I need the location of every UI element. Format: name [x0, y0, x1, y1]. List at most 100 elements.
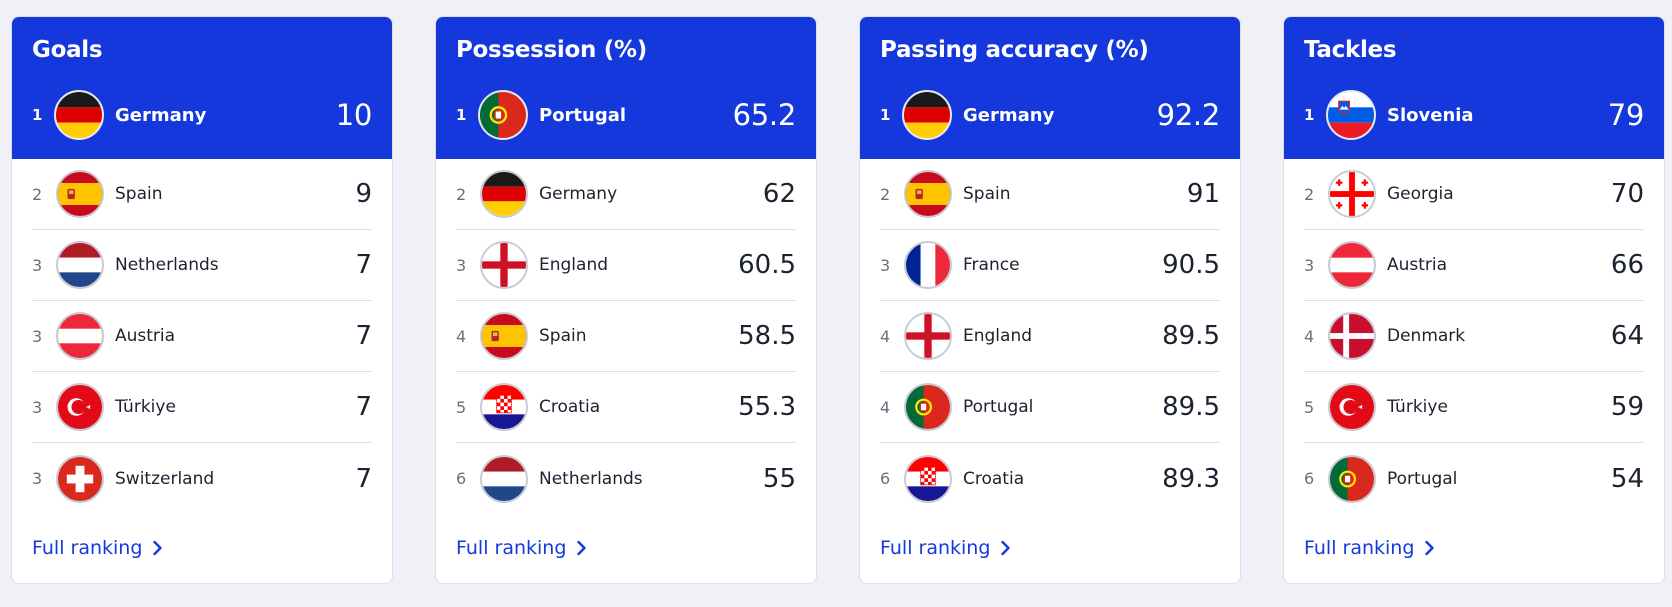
ranking-row[interactable]: 4 Spain 58.5 — [456, 301, 796, 372]
leader-row[interactable]: 1 Germany 92.2 — [880, 89, 1220, 141]
full-ranking-link[interactable]: Full ranking — [880, 537, 1011, 559]
ranking-row[interactable]: 6 Croatia 89.3 — [880, 443, 1220, 514]
stat-card: Goals 1 Germany 10 2 Spain 9 3 Netherlands 7 3 Aust… — [11, 16, 393, 584]
ranking-row[interactable]: 3 Türkiye 7 — [32, 372, 372, 443]
team-name: Germany — [963, 104, 1055, 126]
denmark-flag-icon — [1328, 312, 1376, 360]
stat-value: 10 — [335, 98, 373, 132]
full-ranking-link[interactable]: Full ranking — [456, 537, 587, 559]
chevron-right-icon — [153, 540, 163, 556]
ranking-row[interactable]: 3 Switzerland 7 — [32, 443, 372, 514]
rank-number: 2 — [880, 184, 891, 204]
georgia-flag-icon — [1328, 170, 1376, 218]
rank-number: 2 — [456, 184, 467, 204]
croatia-flag-icon — [480, 383, 528, 431]
stat-value: 58.5 — [738, 321, 796, 351]
chevron-right-icon — [1001, 540, 1011, 556]
germany-flag-icon — [480, 170, 528, 218]
team-name: Netherlands — [539, 468, 643, 489]
ranking-row[interactable]: 3 Austria 66 — [1304, 230, 1644, 301]
team-name: Austria — [1387, 255, 1448, 275]
card-header: Passing accuracy (%) 1 Germany 92.2 — [860, 17, 1240, 159]
ranking-list: 2 Georgia 70 3 Austria 66 4 Denmark 64 5 Türkiye 59… — [1284, 159, 1664, 514]
portugal-flag-icon — [1328, 454, 1376, 503]
rank-number: 1 — [32, 106, 43, 124]
full-ranking-link[interactable]: Full ranking — [32, 537, 163, 559]
stat-value: 55.3 — [738, 392, 796, 422]
stat-value: 89.3 — [1162, 463, 1220, 494]
ranking-row[interactable]: 3 Austria 7 — [32, 301, 372, 372]
ranking-row[interactable]: 4 England 89.5 — [880, 301, 1220, 372]
card-title: Tackles — [1304, 37, 1397, 63]
ranking-row[interactable]: 3 France 90.5 — [880, 230, 1220, 301]
ranking-row[interactable]: 6 Netherlands 55 — [456, 443, 796, 514]
team-name: Switzerland — [115, 468, 215, 489]
rank-number: 2 — [32, 184, 43, 204]
rank-number: 3 — [32, 469, 43, 488]
full-ranking-link[interactable]: Full ranking — [1304, 537, 1435, 559]
leader-row[interactable]: 1 Portugal 65.2 — [456, 89, 796, 141]
rank-number: 2 — [1304, 184, 1315, 204]
stat-value: 7 — [355, 321, 372, 351]
stat-value: 64 — [1610, 321, 1644, 351]
stat-value: 66 — [1610, 250, 1644, 280]
rank-number: 5 — [1304, 397, 1315, 417]
team-name: Germany — [539, 184, 618, 204]
ranking-row[interactable]: 3 Netherlands 7 — [32, 230, 372, 301]
ranking-row[interactable]: 2 Spain 9 — [32, 159, 372, 230]
ranking-row[interactable]: 4 Denmark 64 — [1304, 301, 1644, 372]
stat-value: 7 — [355, 392, 372, 422]
stat-card: Possession (%) 1 Portugal 65.2 2 Germany 62 3 En… — [435, 16, 817, 584]
ranking-row[interactable]: 2 Georgia 70 — [1304, 159, 1644, 230]
ranking-row[interactable]: 5 Croatia 55.3 — [456, 372, 796, 443]
team-name: Austria — [115, 326, 176, 346]
stat-value: 90.5 — [1162, 250, 1220, 280]
stat-value: 92.2 — [1156, 98, 1221, 132]
leader-row[interactable]: 1 Germany 10 — [32, 89, 372, 141]
ranking-row[interactable]: 4 Portugal 89.5 — [880, 372, 1220, 443]
ranking-row[interactable]: 3 England 60.5 — [456, 230, 796, 301]
netherlands-flag-icon — [56, 241, 104, 289]
team-name: Portugal — [963, 397, 1034, 417]
stat-value: 60.5 — [738, 250, 796, 280]
full-ranking-label: Full ranking — [456, 537, 567, 559]
ranking-row[interactable]: 2 Spain 91 — [880, 159, 1220, 230]
portugal-flag-icon — [478, 90, 528, 140]
spain-flag-icon — [56, 170, 104, 218]
rank-number: 4 — [880, 397, 891, 417]
team-name: England — [539, 255, 609, 275]
rank-number: 3 — [32, 326, 43, 346]
team-name: Netherlands — [115, 255, 219, 275]
team-name: Portugal — [1387, 468, 1458, 489]
stat-value: 55 — [762, 463, 796, 494]
rank-number: 3 — [32, 397, 43, 417]
ranking-row[interactable]: 2 Germany 62 — [456, 159, 796, 230]
team-name: Slovenia — [1387, 104, 1474, 126]
croatia-flag-icon — [904, 454, 952, 503]
ranking-list: 2 Spain 9 3 Netherlands 7 3 Austria 7 3 Türkiye 7 3 S… — [12, 159, 392, 514]
team-name: Denmark — [1387, 326, 1466, 346]
leader-row[interactable]: 1 Slovenia 79 — [1304, 89, 1644, 141]
team-name: England — [963, 326, 1033, 346]
team-name: Türkiye — [1387, 397, 1448, 417]
rank-number: 5 — [456, 397, 467, 417]
rank-number: 1 — [880, 106, 891, 124]
card-title: Passing accuracy (%) — [880, 37, 1149, 63]
portugal-flag-icon — [904, 383, 952, 431]
ranking-row[interactable]: 5 Türkiye 59 — [1304, 372, 1644, 443]
switzerland-flag-icon — [56, 454, 104, 503]
stat-value: 54 — [1610, 463, 1644, 494]
ranking-row[interactable]: 6 Portugal 54 — [1304, 443, 1644, 514]
team-name: Georgia — [1387, 184, 1454, 204]
rank-number: 4 — [880, 326, 891, 346]
stat-value: 9 — [355, 179, 372, 209]
slovenia-flag-icon — [1326, 90, 1376, 140]
spain-flag-icon — [480, 312, 528, 360]
card-header: Tackles 1 Slovenia 79 — [1284, 17, 1664, 159]
card-header: Possession (%) 1 Portugal 65.2 — [436, 17, 816, 159]
stat-value: 62 — [762, 179, 796, 209]
rank-number: 3 — [1304, 255, 1315, 275]
stat-value: 89.5 — [1162, 321, 1220, 351]
austria-flag-icon — [1328, 241, 1376, 289]
